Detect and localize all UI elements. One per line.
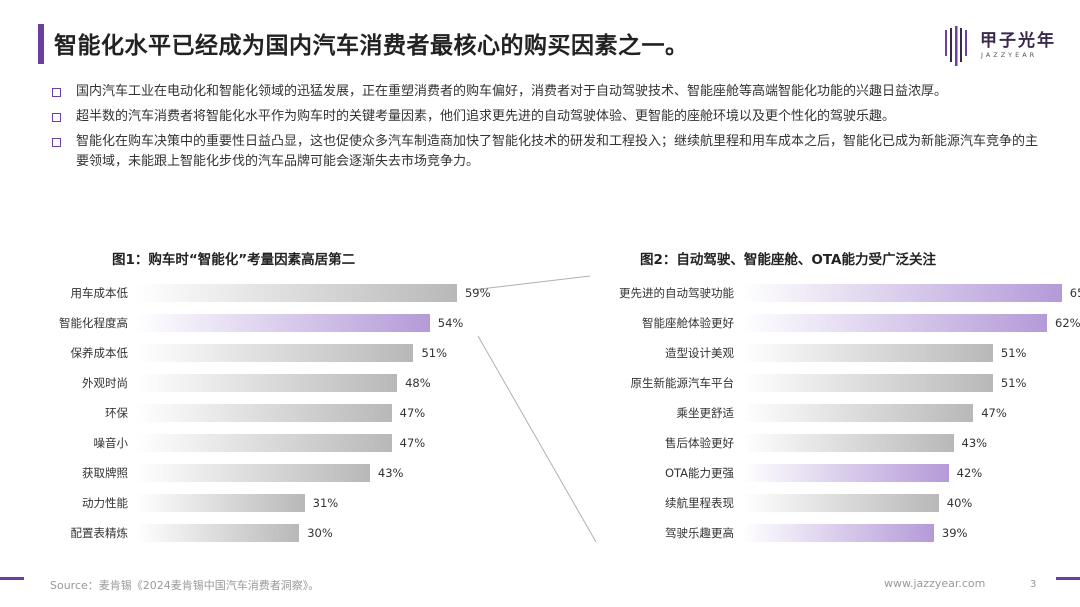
title-accent-bar [38, 24, 44, 64]
chart1-value-label: 59% [464, 286, 491, 300]
chart1-row: 噪音小 47% [20, 434, 490, 452]
chart1-category-label: 动力性能 [82, 496, 128, 510]
chart1-row: 获取牌照 43% [20, 464, 490, 482]
chart2-bar [742, 434, 954, 452]
footer-accent-left [0, 577, 24, 580]
bullet-square-icon [52, 138, 61, 147]
logo-text-en: JAZZYEAR [981, 51, 1038, 59]
chart1-row: 配置表精炼 30% [20, 524, 490, 542]
chart2-row: 续航里程表现 40% [580, 494, 1060, 512]
chart2-value-label: 39% [941, 526, 968, 540]
bullet-list: 国内汽车工业在电动化和智能化领域的迅猛发展，正在重塑消费者的购车偏好，消费者对于… [52, 82, 1042, 177]
chart1-bar [136, 464, 370, 482]
chart2-category-label: 驾驶乐趣更高 [665, 526, 734, 540]
chart2-value-label: 65% [1069, 286, 1080, 300]
bullet-item: 超半数的汽车消费者将智能化水平作为购车时的关键考量因素，他们追求更先进的自动驾驶… [52, 107, 1042, 127]
chart2-bar [742, 314, 1048, 332]
chart1-row: 保养成本低 51% [20, 344, 490, 362]
chart2-row: 造型设计美观 51% [580, 344, 1060, 362]
chart1-row: 环保 47% [20, 404, 490, 422]
bullet-text: 国内汽车工业在电动化和智能化领域的迅猛发展，正在重塑消费者的购车偏好，消费者对于… [76, 84, 948, 99]
chart1-category-label: 获取牌照 [82, 466, 128, 480]
chart1-category-label: 保养成本低 [70, 346, 129, 360]
chart2-bar [742, 494, 939, 512]
brand-logo: 甲子光年 JAZZYEAR [944, 22, 1064, 68]
chart1-bar [136, 524, 300, 542]
chart2-category-label: 售后体验更好 [665, 436, 734, 450]
bullet-square-icon [52, 113, 61, 122]
chart1-value-label: 48% [405, 376, 431, 390]
chart1-bar-chart: 用车成本低 59% 智能化程度高 54% 保养成本低 51% 外观时尚 48% 环保 47% 噪音小… [20, 284, 491, 554]
chart1-bar [136, 404, 392, 422]
website-link[interactable]: www.jazzyear.com [884, 577, 986, 590]
chart2-bar-chart: 更先进的自动驾驶功能65%智能座舱体验更好62%造型设计美观51%原生新能源汽车… [580, 284, 1080, 554]
chart1-value-label: 54% [437, 316, 464, 330]
logo-text-cn: 甲子光年 [980, 31, 1056, 51]
chart2-row: 原生新能源汽车平台 51% [580, 374, 1060, 392]
chart2-row: 更先进的自动驾驶功能 65% [580, 284, 1080, 302]
bullet-item: 智能化在购车决策中的重要性日益凸显，这也促使众多汽车制造商加快了智能化技术的研发… [52, 132, 1042, 172]
logo-mark-icon [945, 26, 967, 66]
chart1-row: 智能化程度高 54% [20, 314, 490, 332]
chart2-title: 图2：自动驾驶、智能座舱、OTA能力受广泛关注 [640, 252, 936, 268]
chart1-category-label: 智能化程度高 [59, 316, 128, 330]
chart1-value-label: 30% [307, 526, 333, 540]
chart2-value-label: 51% [1000, 346, 1027, 360]
chart2-value-label: 40% [946, 496, 973, 510]
chart1-row: 外观时尚 48% [20, 374, 490, 392]
chart2-value-label: 47% [981, 406, 1007, 420]
page-title: 智能化水平已经成为国内汽车消费者最核心的购买因素之一。 [54, 33, 689, 59]
chart2-row: OTA能力更强 42% [580, 464, 1060, 482]
bullet-text: 智能化在购车决策中的重要性日益凸显，这也促使众多汽车制造商加快了智能化技术的研发… [76, 134, 1039, 169]
chart1-category-label: 外观时尚 [82, 376, 128, 390]
chart1-value-label: 47% [399, 436, 426, 450]
chart2-row: 售后体验更好 43% [580, 434, 1060, 452]
chart1-category-label: 环保 [105, 406, 128, 420]
chart2-bar [742, 344, 993, 362]
chart2-category-label: OTA能力更强 [664, 466, 734, 480]
footer-accent-right [1056, 577, 1080, 580]
chart1-bar [136, 494, 305, 512]
chart1-category-label: 用车成本低 [70, 286, 129, 300]
chart2-bar [742, 524, 934, 542]
source-note: Source：麦肯锡《2024麦肯锡中国汽车消费者洞察》。 [50, 579, 320, 592]
chart1-value-label: 51% [421, 346, 447, 360]
chart1-bar [136, 314, 430, 332]
chart2-value-label: 42% [956, 466, 983, 480]
chart2-category-label: 乘坐更舒适 [676, 406, 735, 420]
chart1-category-label: 噪音小 [93, 436, 129, 450]
chart2-row: 乘坐更舒适 47% [580, 404, 1060, 422]
chart2-value-label: 43% [961, 436, 988, 450]
chart2-bar [742, 284, 1062, 302]
chart1-row: 用车成本低 59% [20, 284, 491, 302]
chart1-row: 动力性能 31% [20, 494, 490, 512]
chart1-bar [136, 344, 414, 362]
chart2-value-label: 51% [1000, 376, 1027, 390]
bullet-item: 国内汽车工业在电动化和智能化领域的迅猛发展，正在重塑消费者的购车偏好，消费者对于… [52, 82, 1042, 102]
chart2-row: 驾驶乐趣更高 39% [580, 524, 1060, 542]
chart1-value-label: 43% [377, 466, 404, 480]
chart1-value-label: 47% [399, 406, 426, 420]
bullet-square-icon [52, 88, 61, 97]
chart2-bar [742, 404, 974, 422]
chart2-category-label: 续航里程表现 [665, 496, 734, 510]
chart1-bar [136, 374, 398, 392]
chart2-category-label: 原生新能源汽车平台 [630, 376, 735, 390]
chart2-category-label: 智能座舱体验更好 [642, 316, 734, 330]
chart1-value-label: 31% [312, 496, 339, 510]
chart2-bar [742, 464, 949, 482]
chart2-bar [742, 374, 993, 392]
chart1-bar [136, 284, 457, 302]
chart2-row: 智能座舱体验更好 62% [580, 314, 1080, 332]
chart1-bar [136, 434, 392, 452]
chart1-title: 图1：购车时“智能化”考量因素高居第二 [112, 252, 356, 268]
chart2-category-label: 造型设计美观 [665, 346, 734, 360]
chart2-value-label: 62% [1055, 316, 1080, 330]
chart2-category-label: 更先进的自动驾驶功能 [619, 286, 734, 300]
page-number: 3 [1030, 579, 1037, 590]
chart1-category-label: 配置表精炼 [70, 526, 129, 540]
bullet-text: 超半数的汽车消费者将智能化水平作为购车时的关键考量因素，他们追求更先进的自动驾驶… [76, 109, 896, 124]
